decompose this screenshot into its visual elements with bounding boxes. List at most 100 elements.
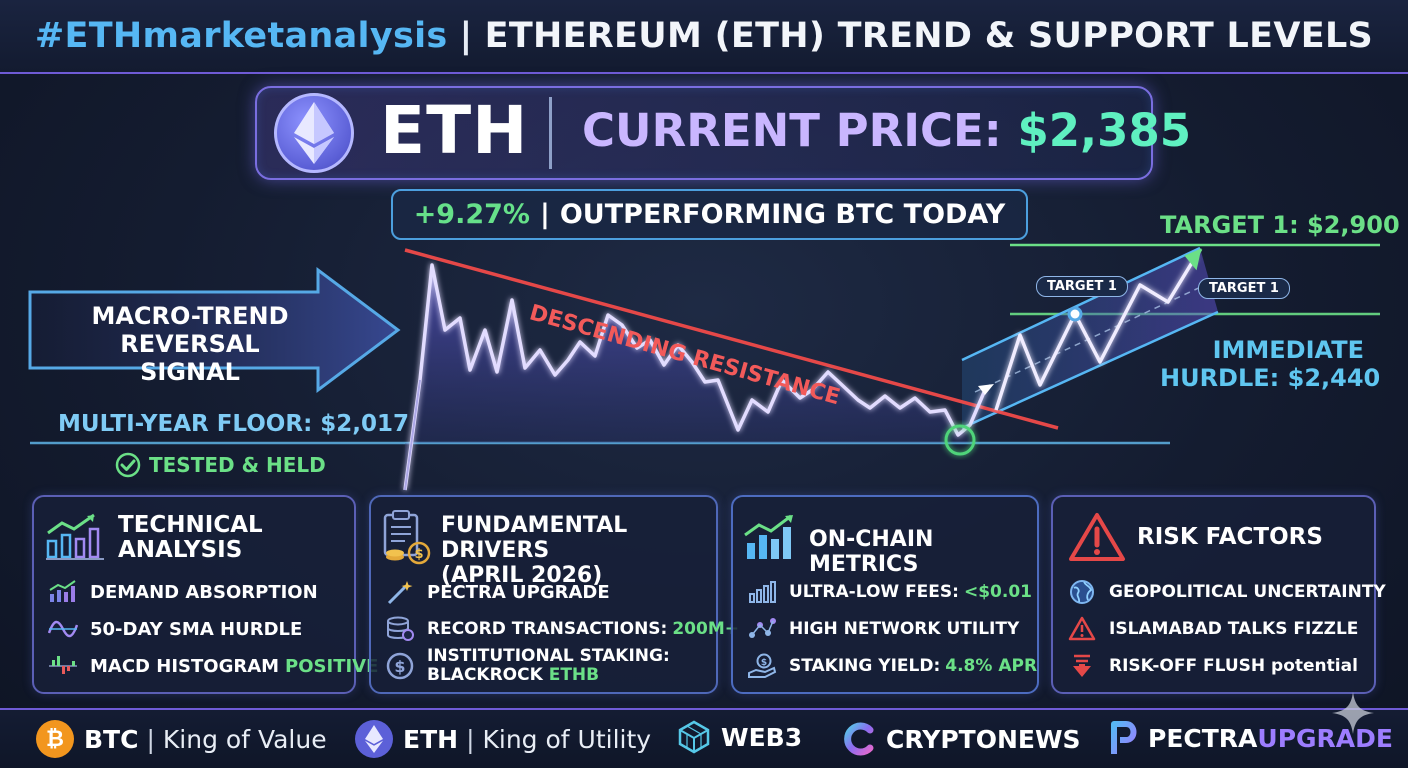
network-icon [747, 616, 777, 642]
technical-title-line2: ANALYSIS [118, 537, 243, 563]
database-icon [385, 616, 415, 642]
svg-text:$: $ [414, 547, 423, 562]
risk-title: RISK FACTORS [1137, 524, 1323, 550]
pectra-logo-icon [1111, 721, 1137, 754]
sparkle-icon [1332, 692, 1374, 734]
item-highlight: ETHB [548, 665, 600, 685]
footer-bar [0, 708, 1408, 768]
rising-bars-icon [744, 514, 793, 559]
target-pill-left[interactable]: TARGET 1 [1036, 276, 1128, 297]
list-item: ULTRA-LOW FEES: <$0.01 [747, 579, 1032, 605]
fundamental-drivers-panel: $ FUNDAMENTAL DRIVERS (APRIL 2026) PECTR… [369, 495, 739, 694]
price-label: CURRENT PRICE: [582, 104, 1002, 157]
hurdle-line2: HURDLE: $2,440 [1160, 364, 1381, 392]
change-text: OUTPERFORMING BTC TODAY [559, 199, 1006, 230]
hand-coin-icon: $ [747, 653, 777, 679]
list-item: HIGH NETWORK UTILITY [747, 616, 1019, 642]
page-header: #ETHmarketanalysis | ETHEREUM (ETH) TREN… [0, 0, 1408, 74]
wave-icon [48, 616, 78, 642]
floor-status-text: TESTED & HELD [149, 453, 326, 477]
item-text: ISLAMABAD TALKS FIZZLE [1109, 619, 1359, 639]
item-highlight: 200M+ [672, 619, 739, 639]
list-item: RISK-OFF FLUSH potential [1067, 653, 1358, 679]
footer-btc[interactable]: ₿ BTC | King of Value [36, 720, 327, 758]
price-divider [549, 97, 552, 169]
footer-cryptonews[interactable]: CRYPTONEWS [840, 720, 1081, 758]
technical-title-line1: TECHNICAL [118, 512, 263, 538]
list-item: RECORD TRANSACTIONS: 200M+ [385, 616, 739, 642]
channel-lower [961, 310, 1219, 430]
item-text: 50-DAY SMA HURDLE [90, 618, 303, 640]
clipboard-coins-icon: $ [383, 510, 431, 565]
list-item: ISLAMABAD TALKS FIZZLE [1067, 616, 1358, 642]
macro-signal-label: MACRO-TREND REVERSAL SIGNAL [91, 302, 289, 386]
item-highlight: POSITIVE [285, 655, 379, 677]
list-item: MACD HISTOGRAM POSITIVE [48, 653, 378, 679]
change-separator: | [539, 199, 550, 230]
channel-upper [961, 246, 1201, 362]
current-price: CURRENT PRICE: $2,385 [582, 104, 1191, 157]
technical-title: TECHNICAL ANALYSIS [118, 513, 263, 563]
list-item: PECTRA UPGRADE [385, 579, 610, 605]
item-text-line1: INSTITUTIONAL STAKING: [427, 646, 670, 666]
svg-text:$: $ [394, 657, 405, 676]
ethereum-logo-icon [274, 93, 354, 173]
item-text: RISK-OFF FLUSH potential [1109, 656, 1358, 676]
fundamental-title-line2: (APRIL 2026) [441, 563, 603, 588]
upgrade-label: UPGRADE [1257, 723, 1393, 753]
floor-test-marker[interactable] [944, 424, 976, 456]
item-text-line2: BLACKROCK [427, 665, 543, 685]
footer-separator: | [146, 724, 155, 754]
change-percent: +9.27% [413, 199, 530, 230]
header-separator: | [459, 16, 473, 56]
footer-pectra[interactable]: PECTRA UPGRADE [1110, 720, 1393, 756]
hurdle-label: IMMEDIATE HURDLE: $2,440 [1160, 336, 1381, 392]
growth-chart-icon [46, 513, 104, 560]
technical-analysis-panel: TECHNICAL ANALYSIS DEMAND ABSORPTION 50-… [32, 495, 378, 694]
target-label: TARGET 1: $2,900 [1160, 211, 1400, 239]
footer-eth[interactable]: ETH | King of Utility [355, 720, 651, 758]
bar-growth-icon [48, 579, 78, 605]
globe-icon [1067, 579, 1097, 605]
price-card [255, 86, 1153, 180]
cryptonews-label: CRYPTONEWS [886, 724, 1081, 754]
warning-icon [1067, 616, 1097, 642]
list-item: $ INSTITUTIONAL STAKING: BLACKROCK ETHB [385, 647, 670, 685]
hashtag[interactable]: #ETHmarketanalysis [34, 16, 448, 56]
target-pill-right[interactable]: TARGET 1 [1198, 278, 1290, 299]
price-area [405, 265, 970, 490]
macro-trend-arrow [28, 267, 401, 393]
breakout-arrow [978, 384, 994, 395]
bar-chart-icon [747, 579, 777, 605]
eth-description: King of Utility [482, 724, 652, 754]
footer-separator: | [466, 724, 475, 754]
list-item: $ STAKING YIELD: 4.8% APR [747, 653, 1037, 679]
cube-icon [678, 720, 710, 754]
page-title: ETHEREUM (ETH) TREND & SUPPORT LEVELS [484, 16, 1374, 56]
down-arrow-icon [1067, 653, 1097, 679]
warning-triangle-icon [1069, 513, 1125, 561]
magic-wand-icon [385, 579, 415, 605]
price-line [403, 263, 987, 491]
pectra-label: PECTRA [1148, 723, 1258, 753]
btc-description: King of Value [162, 724, 327, 754]
channel-price-line [994, 255, 1198, 411]
fundamental-title: FUNDAMENTAL DRIVERS (APRIL 2026) [441, 513, 716, 588]
item-text: DEMAND ABSORPTION [90, 581, 318, 603]
daily-change-badge: +9.27% | OUTPERFORMING BTC TODAY [391, 189, 1028, 240]
price-value: $2,385 [1017, 104, 1192, 157]
asset-symbol: ETH [380, 92, 529, 169]
target-arrow-stem [1194, 248, 1203, 259]
dollar-coin-icon: $ [385, 652, 415, 680]
item-text: ULTRA-LOW FEES: [789, 582, 959, 602]
bitcoin-icon: ₿ [36, 720, 74, 758]
price-tail [404, 379, 421, 491]
histogram-icon [48, 653, 78, 679]
footer-web3[interactable]: WEB3 [677, 720, 802, 754]
item-text: HIGH NETWORK UTILITY [789, 619, 1020, 639]
target-marker[interactable] [1067, 306, 1083, 322]
item-text: PECTRA UPGRADE [427, 581, 610, 603]
item-text: RECORD TRANSACTIONS: [427, 619, 668, 639]
onchain-title: ON-CHAIN METRICS [809, 527, 934, 577]
